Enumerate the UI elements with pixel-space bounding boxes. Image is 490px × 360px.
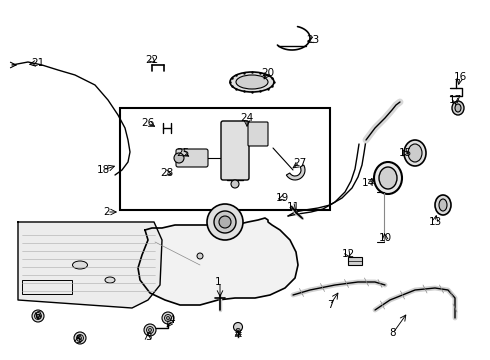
Circle shape (147, 327, 153, 333)
Circle shape (234, 323, 243, 332)
Circle shape (34, 312, 42, 320)
FancyBboxPatch shape (176, 149, 208, 167)
Circle shape (167, 316, 170, 320)
Text: 22: 22 (146, 55, 159, 65)
Circle shape (32, 310, 44, 322)
Text: 13: 13 (428, 217, 441, 227)
Circle shape (165, 315, 172, 321)
Circle shape (174, 153, 184, 163)
Text: 18: 18 (97, 165, 110, 175)
Circle shape (144, 324, 156, 336)
Text: 4: 4 (169, 315, 175, 325)
Polygon shape (138, 218, 298, 305)
Ellipse shape (404, 140, 426, 166)
Text: 15: 15 (398, 148, 412, 158)
Text: 5: 5 (74, 335, 81, 345)
Circle shape (78, 337, 81, 339)
Text: 14: 14 (361, 178, 375, 188)
Ellipse shape (452, 101, 464, 115)
Circle shape (162, 312, 174, 324)
Text: 8: 8 (390, 328, 396, 338)
Circle shape (148, 328, 151, 332)
Text: 20: 20 (262, 68, 274, 78)
Text: 23: 23 (306, 35, 319, 45)
Text: 24: 24 (241, 113, 254, 123)
Text: 28: 28 (160, 168, 173, 178)
Circle shape (36, 315, 40, 318)
Circle shape (197, 253, 203, 259)
Text: 19: 19 (275, 193, 289, 203)
Ellipse shape (455, 104, 461, 112)
Bar (348, 257, 362, 265)
Bar (22, 280, 72, 294)
Bar (120, 108, 330, 210)
Circle shape (214, 211, 236, 233)
Polygon shape (18, 222, 162, 308)
FancyBboxPatch shape (248, 122, 268, 146)
Ellipse shape (408, 144, 422, 162)
Ellipse shape (435, 195, 451, 215)
Text: 25: 25 (176, 148, 190, 158)
Text: 2: 2 (104, 207, 110, 217)
Ellipse shape (374, 162, 402, 194)
Circle shape (207, 204, 243, 240)
Text: 11: 11 (286, 202, 299, 212)
Text: 3: 3 (145, 332, 151, 342)
Text: 1: 1 (215, 277, 221, 287)
Text: 21: 21 (31, 58, 45, 68)
Text: 27: 27 (294, 158, 307, 168)
Circle shape (74, 332, 86, 344)
Circle shape (231, 180, 239, 188)
Ellipse shape (379, 167, 397, 189)
Circle shape (76, 334, 83, 342)
Ellipse shape (73, 261, 88, 269)
Circle shape (219, 216, 231, 228)
Ellipse shape (439, 199, 447, 211)
Text: 7: 7 (327, 300, 333, 310)
Ellipse shape (230, 72, 274, 92)
FancyBboxPatch shape (221, 121, 249, 180)
Text: 26: 26 (142, 118, 155, 128)
Text: 17: 17 (448, 95, 462, 105)
Ellipse shape (236, 75, 268, 89)
Text: 12: 12 (342, 249, 355, 259)
Text: 10: 10 (378, 233, 392, 243)
Text: 16: 16 (453, 72, 466, 82)
Text: 9: 9 (235, 328, 241, 338)
Ellipse shape (105, 277, 115, 283)
Text: 6: 6 (35, 311, 41, 321)
Wedge shape (286, 165, 305, 180)
